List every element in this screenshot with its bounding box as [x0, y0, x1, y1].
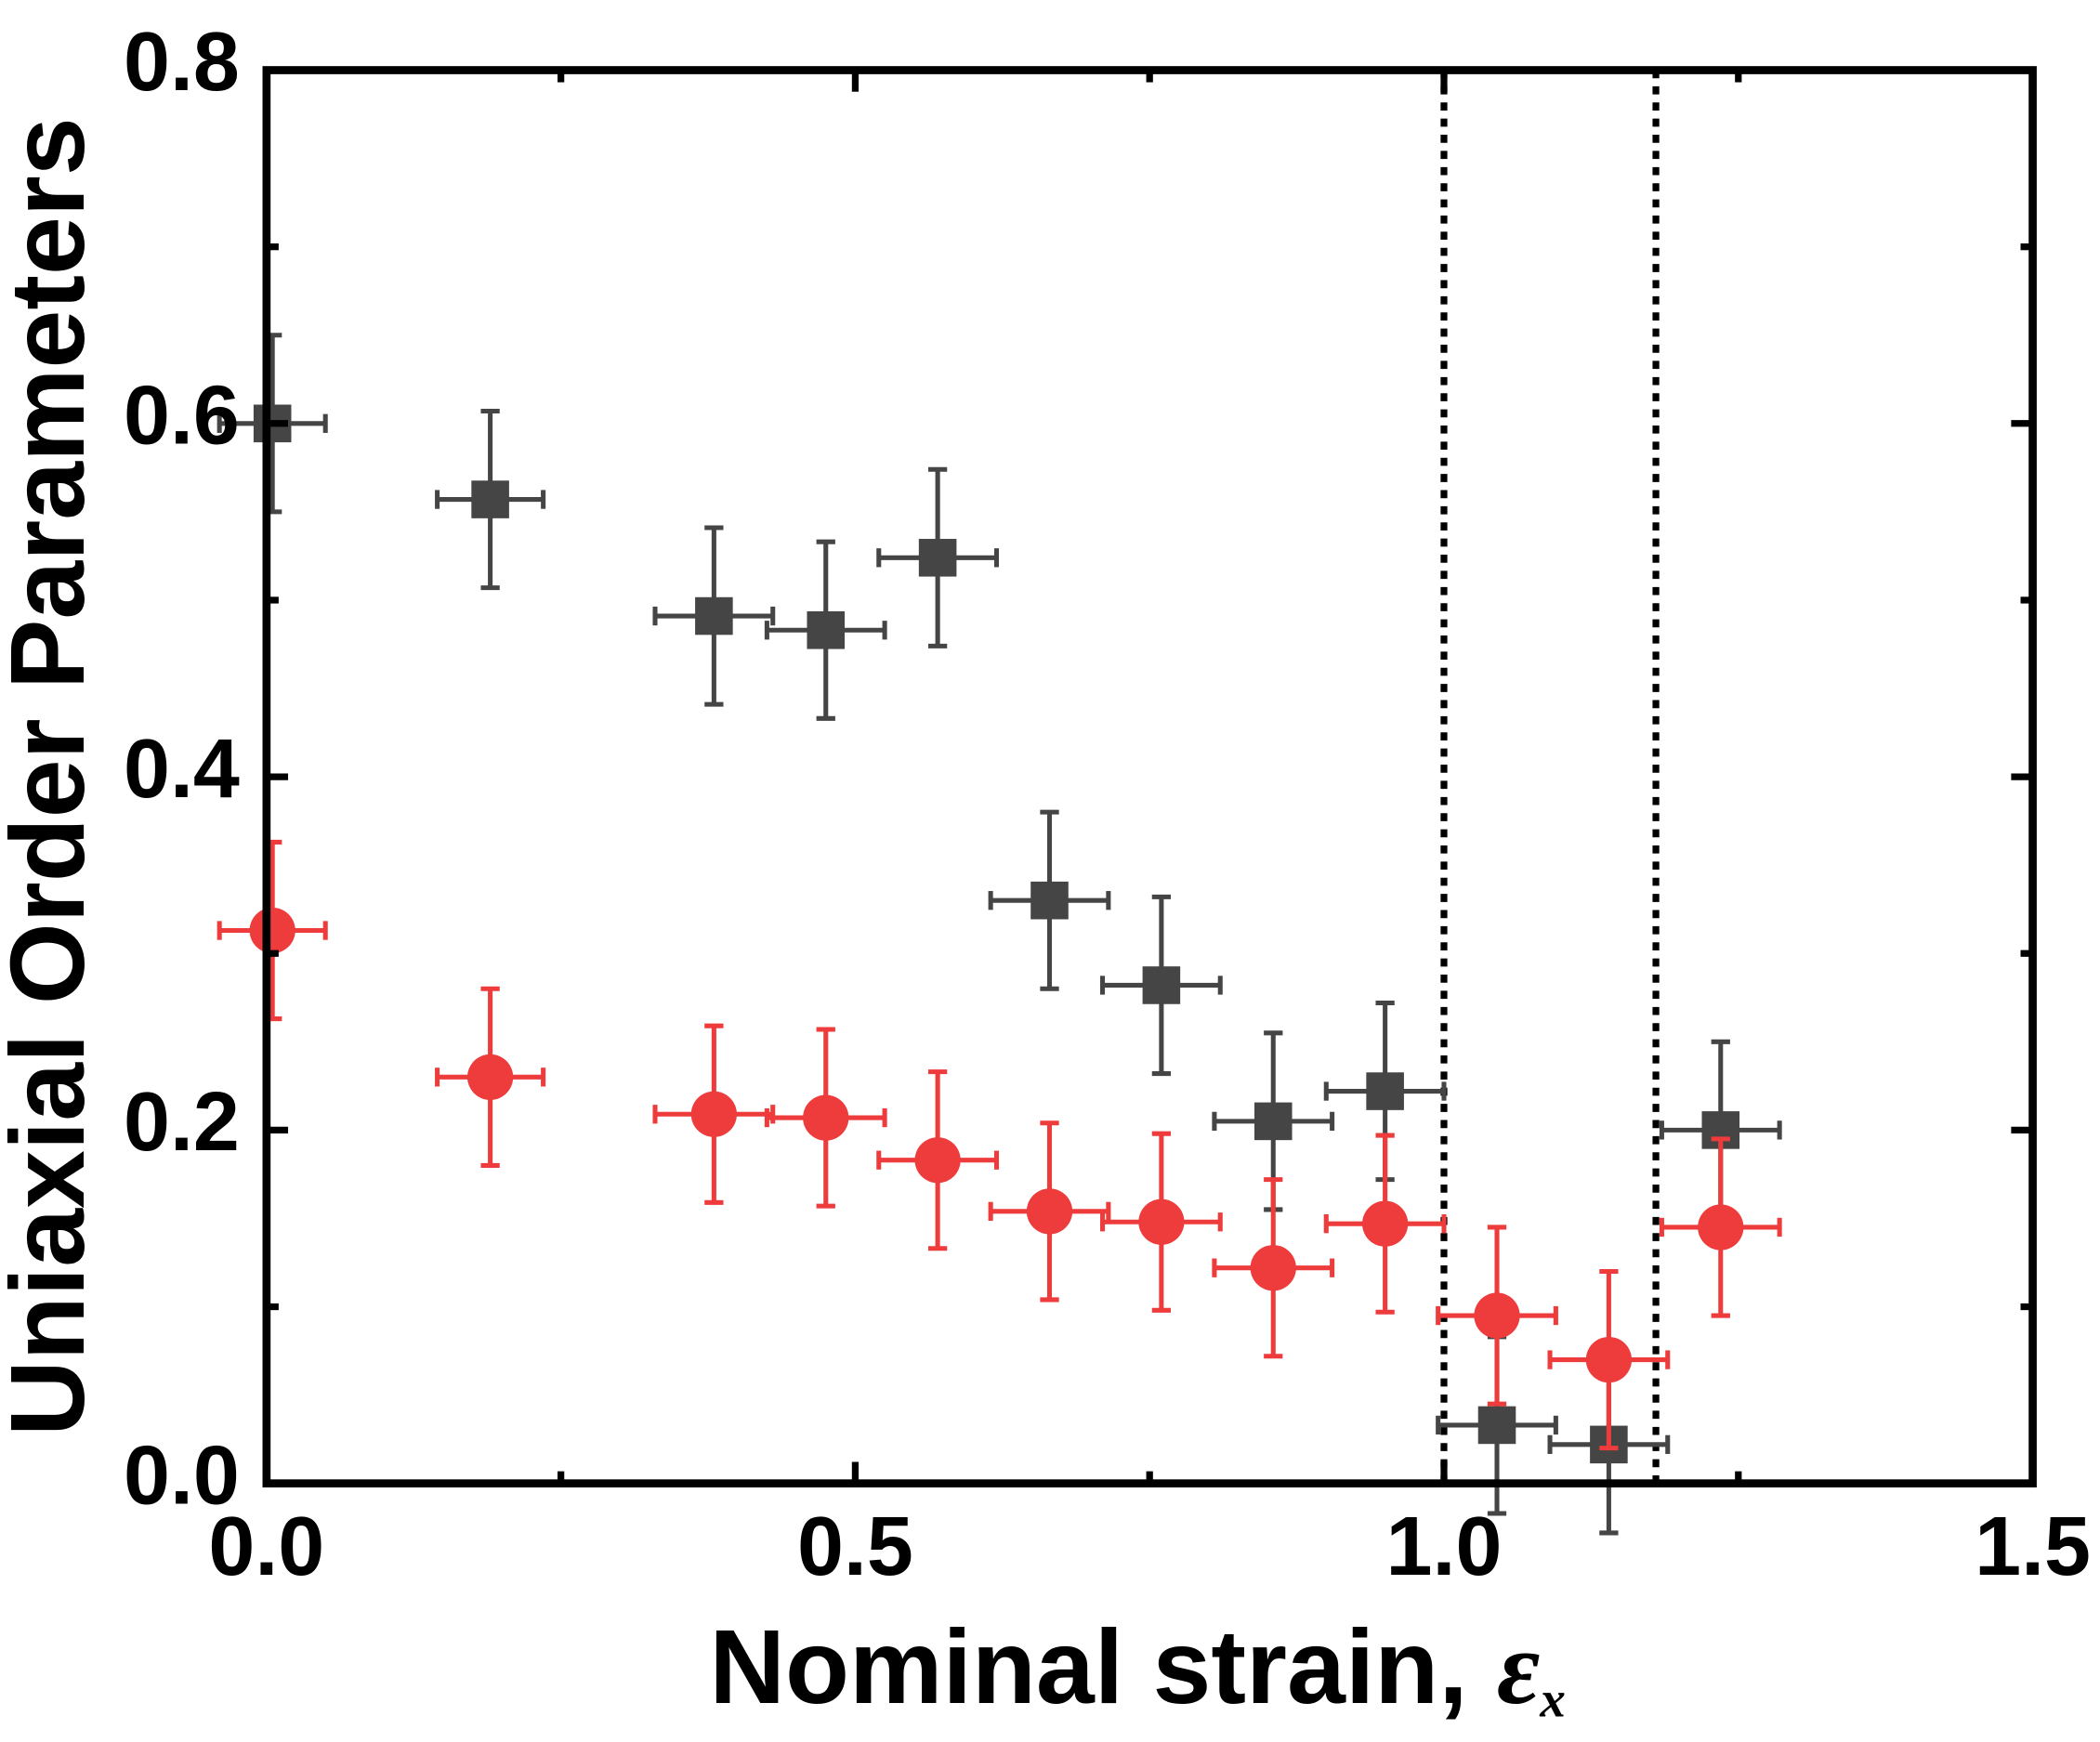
x-axis-symbol: ε: [1497, 1610, 1540, 1726]
y-axis-title: Uniaxial Order Parameters: [0, 117, 106, 1436]
data-point-circle-10: [1585, 1336, 1633, 1383]
x-tick-label-3: 1.5: [1975, 1500, 2091, 1593]
data-point-square-5: [1030, 881, 1069, 920]
data-point-circle-2: [690, 1091, 737, 1137]
y-tick-label-2: 0.4: [124, 723, 240, 816]
chart-marks: [217, 70, 1782, 1536]
data-point-square-4: [918, 539, 957, 577]
data-point-circle-5: [1026, 1188, 1073, 1235]
data-point-square-2: [695, 596, 733, 635]
data-point-square-6: [1142, 966, 1181, 1004]
y-tick-label-4: 0.8: [124, 16, 240, 109]
data-point-circle-1: [466, 1054, 514, 1100]
data-point-square-8: [1366, 1072, 1404, 1110]
data-point-circle-3: [803, 1094, 849, 1141]
x-tick-label-2: 1.0: [1386, 1500, 1503, 1593]
data-point-circle-9: [1474, 1292, 1520, 1339]
tick-labels: 0.0 0.5 1.0 1.5 0.0 0.2 0.4 0.6 0.8: [124, 16, 2091, 1593]
data-point-square-7: [1253, 1102, 1293, 1141]
x-tick-label-0: 0.0: [208, 1500, 324, 1593]
data-point-circle-0: [249, 907, 295, 954]
data-point-circle-11: [1698, 1204, 1744, 1251]
y-tick-label-0: 0.0: [124, 1429, 240, 1522]
x-axis-subscript: x: [1539, 1670, 1566, 1727]
data-point-square-3: [807, 610, 846, 649]
data-point-circle-8: [1362, 1200, 1409, 1247]
x-tick-label-1: 0.5: [797, 1500, 913, 1593]
y-tick-label-1: 0.2: [124, 1076, 240, 1169]
axis-ticks: [263, 66, 2037, 1487]
data-point-circle-4: [914, 1137, 961, 1184]
data-point-circle-6: [1138, 1198, 1185, 1245]
data-point-square-1: [471, 480, 509, 518]
x-axis-label: Nominal strain,: [709, 1608, 1497, 1725]
series-1: [217, 839, 1782, 1451]
data-point-square-9: [1477, 1406, 1516, 1445]
x-axis-title: Nominal strain, εx: [709, 1608, 1566, 1727]
data-point-circle-7: [1250, 1245, 1296, 1291]
series-0: [217, 333, 1782, 1536]
plot-frame: [262, 66, 2037, 1488]
y-tick-label-3: 0.6: [124, 370, 240, 463]
